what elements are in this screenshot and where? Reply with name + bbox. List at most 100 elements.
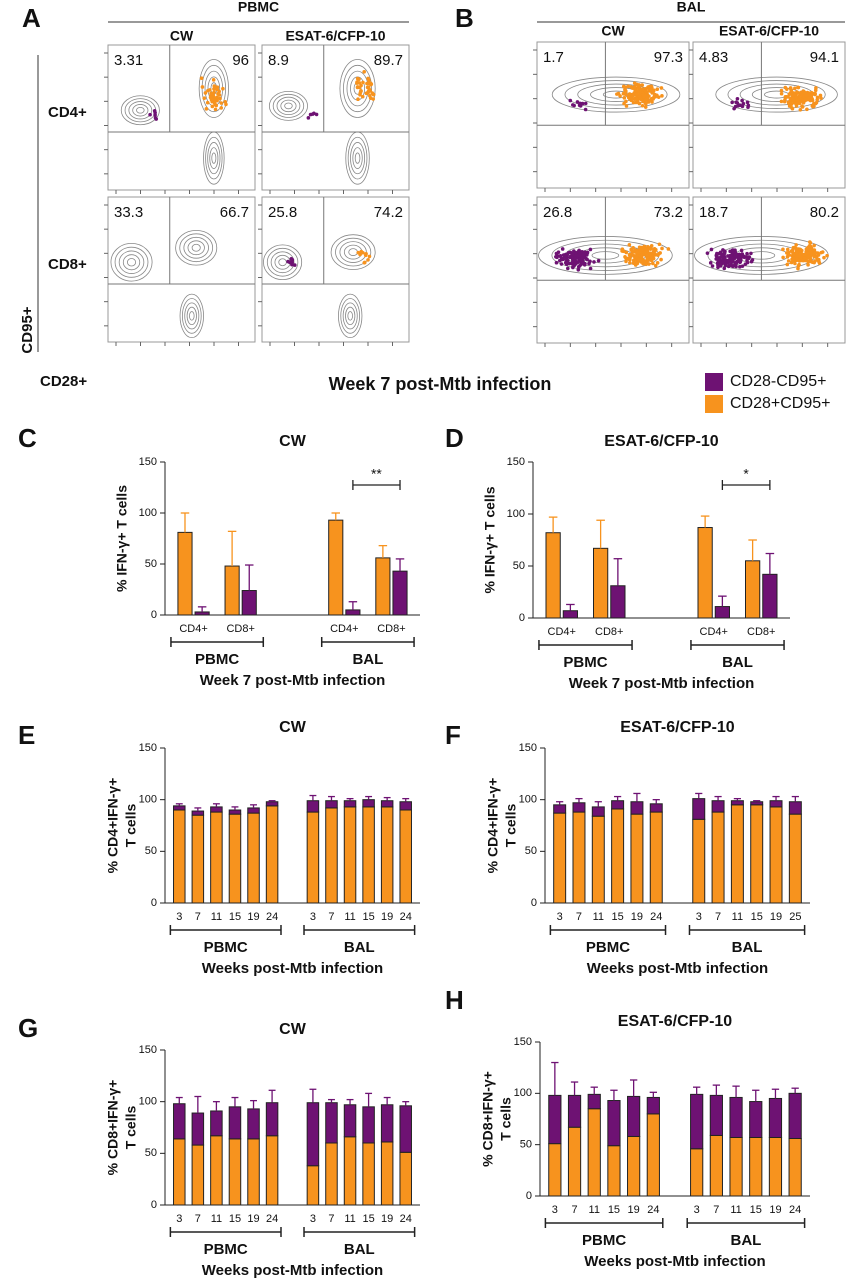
event-dot [292,263,297,267]
x-tick-label: 3 [176,1213,182,1225]
contour [118,250,145,274]
event-dot [290,258,295,262]
bar-segment [265,1102,279,1137]
y-tick-label: 50 [520,1139,532,1151]
x-tick-label: 3 [694,1204,700,1216]
event-dot [812,101,816,106]
event-dot [731,248,735,252]
y-tick-label: 150 [514,1036,532,1048]
gate-percent: 18.7 [699,204,728,221]
event-dot [370,91,375,95]
event-dot [813,259,817,263]
panel-letter: F [445,720,461,750]
group-label: BAL [730,1232,761,1249]
event-dot [622,96,627,100]
event-dot [640,83,644,87]
event-dot [745,251,749,256]
bar-segment [553,804,567,814]
gate-percent: 8.9 [268,52,289,69]
event-dot [730,100,734,105]
bar-segment [325,1142,338,1206]
event-dot [647,251,652,256]
event-dot [560,247,565,251]
event-dot [575,254,579,258]
x-tick-label: 11 [593,911,604,923]
event-dot [741,101,746,106]
x-tick-label: 19 [770,911,782,923]
y-axis-label: % CD8+IFN-γ+ [105,1080,121,1176]
x-tick-label: 19 [381,911,393,923]
event-dot [732,106,736,111]
event-dot [310,112,315,116]
y-tick-label: 150 [519,742,537,754]
event-dot [567,261,572,266]
event-dot [653,253,657,257]
event-dot [641,92,645,97]
event-dot [819,250,823,255]
event-dot [649,243,654,248]
event-dot [152,109,157,113]
event-dot [212,86,217,90]
event-dot [564,257,569,261]
contour [136,106,145,114]
contour [551,76,681,113]
y-tick-label: 0 [531,897,537,909]
x-tick-label: 15 [229,911,241,923]
bar-segment [591,806,605,817]
event-dot [626,95,631,100]
event-dot [825,253,829,258]
bar [224,565,240,616]
event-dot [368,89,372,93]
x-axis-label: Weeks post-Mtb infection [202,1262,383,1279]
event-dot [209,97,214,102]
bar-segment [548,1094,562,1145]
event-dot [576,265,581,269]
event-dot [791,253,796,257]
event-dot [799,93,804,97]
contour [340,298,361,334]
event-dot [795,101,800,106]
event-dot [781,255,785,260]
contour [268,91,308,121]
event-dot [655,87,660,92]
event-dot [629,248,634,252]
contour [127,258,137,267]
event-dot [786,259,791,263]
event-dot [203,91,208,95]
event-dot [583,101,588,106]
y-tick-label: 50 [145,845,157,857]
event-dot [209,95,214,99]
contour [207,142,221,175]
bar-segment [788,1138,802,1197]
event-dot [632,81,637,85]
y-tick-label: 100 [139,1096,157,1108]
x-tick-label: 24 [789,1204,801,1216]
event-dot [716,265,720,270]
contour [266,247,299,277]
event-dot [740,252,745,256]
event-dot [783,85,788,90]
event-dot [639,97,644,102]
event-dot [211,78,216,82]
x-tick-label: 25 [789,911,801,923]
group-label: BAL [352,651,383,668]
bar-segment [591,815,605,904]
event-dot [571,265,575,270]
chart-title: CW [279,433,307,450]
bar-segment [607,1145,621,1197]
chart-title: ESAT-6/CFP-10 [618,1013,733,1030]
event-dot [779,91,784,96]
x-tick-label: 24 [266,1213,278,1225]
event-dot [745,260,750,265]
bar-segment [210,1110,223,1137]
event-dot [805,107,809,112]
bar-segment [769,806,783,904]
event-dot [659,86,664,90]
event-dot [812,248,817,252]
event-dot [723,256,727,260]
bar [745,560,761,619]
event-dot [643,89,648,94]
bar [375,557,391,616]
contour [727,80,826,109]
legend-swatch [705,373,723,391]
